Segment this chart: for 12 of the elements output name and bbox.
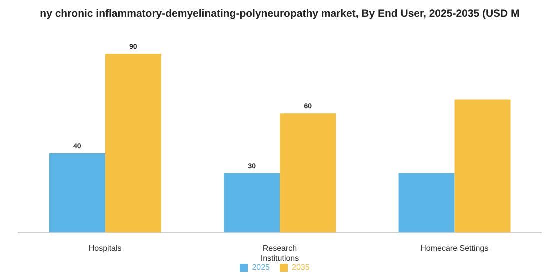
bar (224, 173, 280, 233)
x-tick-label: Homecare Settings (420, 244, 489, 253)
bar (105, 54, 162, 233)
chart-title: ny chronic inflammatory-demyelinating-polyneuropathy market, By End User, 2025-2035 (USD M (39, 8, 521, 22)
bar (454, 100, 511, 233)
x-tick-label: Research Institutions (260, 244, 300, 263)
bar (49, 153, 106, 233)
bar (398, 173, 455, 233)
legend-label: 2025 (252, 263, 270, 272)
bar (280, 114, 336, 233)
x-tick-label: Hospitals (88, 244, 122, 253)
legend-label: 2035 (292, 263, 310, 272)
